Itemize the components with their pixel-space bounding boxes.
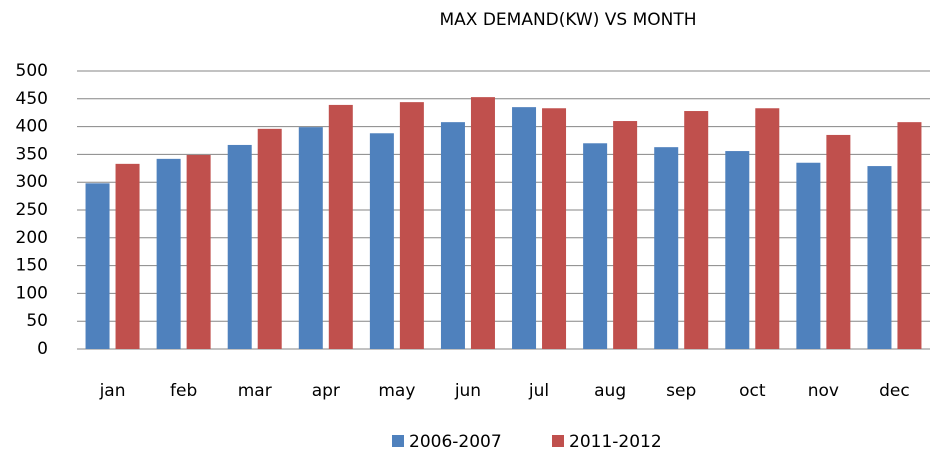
x-tick-label: sep [666, 381, 696, 401]
bar [369, 133, 394, 349]
y-tick-label: 100 [16, 283, 48, 303]
legend-label: 2011-2012 [569, 432, 662, 452]
bar [328, 104, 353, 349]
legend-label: 2006-2007 [409, 432, 502, 452]
x-tick-label: jun [454, 381, 481, 401]
y-tick-label: 300 [16, 172, 48, 192]
chart-title: MAX DEMAND(KW) VS MONTH [439, 10, 696, 30]
bar [583, 143, 608, 349]
bar [257, 128, 282, 349]
y-tick-label: 150 [16, 256, 48, 276]
bar [186, 154, 211, 349]
x-tick-label: feb [170, 381, 197, 401]
y-tick-label: 400 [16, 117, 48, 137]
legend-swatch [552, 435, 564, 447]
bar [613, 121, 638, 349]
x-tick-label: oct [739, 381, 766, 401]
bar [298, 127, 323, 349]
x-tick-label: nov [808, 381, 839, 401]
bar [826, 134, 851, 349]
bar [399, 102, 424, 349]
y-tick-label: 500 [16, 61, 48, 81]
x-tick-label: apr [312, 381, 340, 401]
x-tick-label: aug [594, 381, 626, 401]
y-tick-label: 350 [16, 144, 48, 164]
y-tick-label: 450 [16, 89, 48, 109]
bar [542, 108, 567, 349]
bar [755, 108, 780, 349]
bar [796, 162, 821, 349]
x-tick-label: mar [238, 381, 272, 401]
bar [512, 107, 537, 349]
bar [867, 166, 892, 349]
bar [470, 97, 495, 349]
x-tick-label: dec [879, 381, 910, 401]
y-tick-label: 250 [16, 200, 48, 220]
bar [115, 163, 140, 349]
bar [897, 122, 922, 349]
bar [725, 151, 750, 349]
bar [156, 158, 181, 349]
legend-swatch [392, 435, 404, 447]
x-tick-label: jul [528, 381, 549, 401]
x-tick-label: may [378, 381, 415, 401]
y-tick-label: 50 [26, 311, 48, 331]
bar [85, 183, 110, 349]
y-tick-label: 200 [16, 228, 48, 248]
y-tick-label: 0 [37, 339, 48, 359]
bar [440, 122, 465, 349]
bar [227, 144, 252, 349]
bar [684, 111, 709, 349]
x-tick-label: jan [99, 381, 126, 401]
bar [654, 147, 679, 349]
